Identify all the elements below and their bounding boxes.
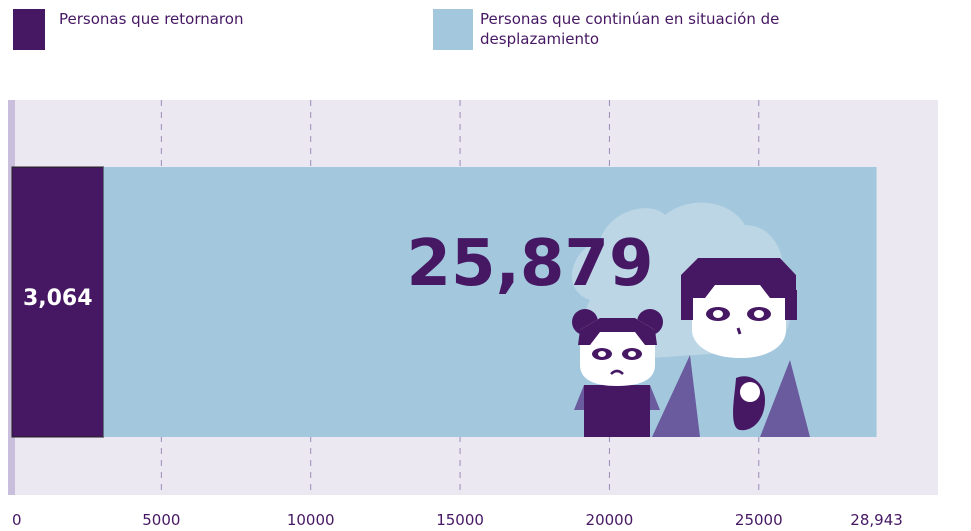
x-tick-label: 10000 — [287, 511, 335, 529]
legend-item: Personas que retornaron — [13, 9, 359, 50]
data-label: 25,879 — [407, 227, 654, 301]
x-tick-label: 28,943 — [850, 511, 903, 529]
data-label: 3,064 — [23, 286, 93, 311]
legend-label: Personas que retornaron — [59, 10, 244, 28]
x-tick-label: 0 — [12, 511, 22, 529]
x-tick-label: 20000 — [586, 511, 634, 529]
legend-item: Personas que continúan en situación de d… — [433, 9, 840, 50]
legend-swatch — [433, 9, 473, 50]
x-tick-label: 15000 — [436, 511, 484, 529]
x-tick-label: 5000 — [142, 511, 180, 529]
illustration — [571, 202, 810, 437]
x-tick-label: 25000 — [735, 511, 783, 529]
legend-swatch — [13, 9, 45, 50]
legend-label: Personas que continúan en situación de d… — [480, 10, 780, 48]
